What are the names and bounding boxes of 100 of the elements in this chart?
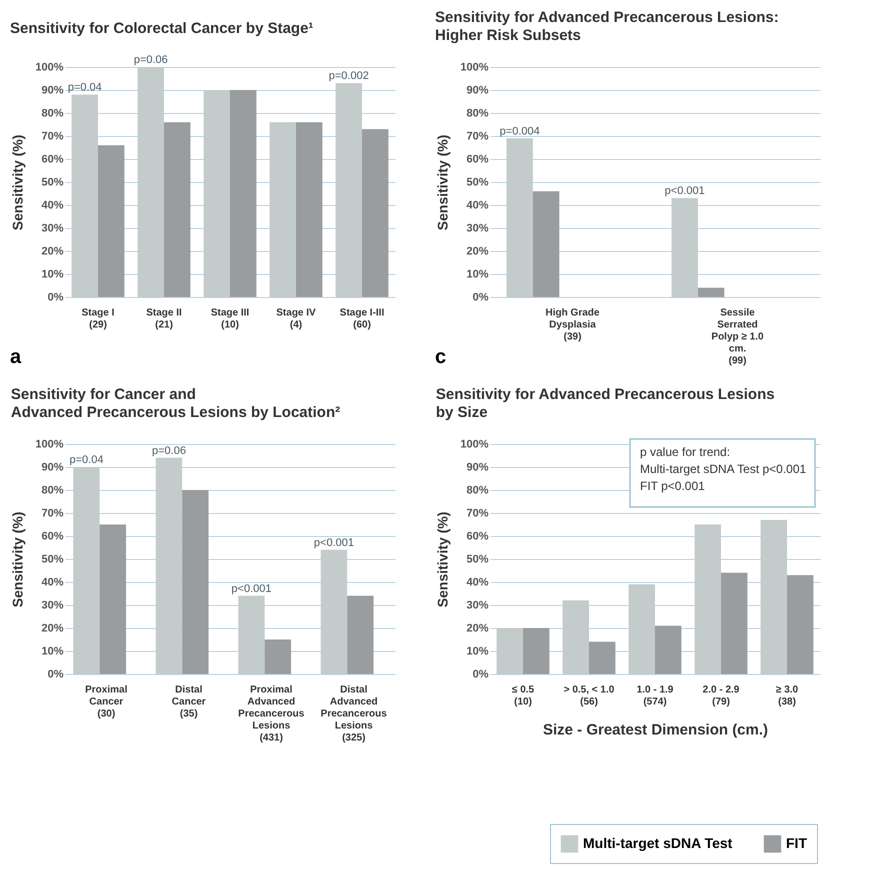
y-tick-label: 10% (41, 268, 64, 280)
annotation: Multi-target sDNA Test p<0.001 (640, 462, 807, 476)
y-tick-label: 70% (41, 508, 64, 520)
annotation: p=0.004 (500, 125, 540, 138)
bar (523, 628, 550, 674)
chart-title: Sensitivity for Advanced Precancerous Lesions: Higher Risk Subsets (435, 9, 779, 44)
bar (694, 524, 721, 674)
bar (204, 90, 230, 297)
bar (98, 145, 124, 297)
bar (156, 458, 182, 674)
bar (320, 550, 348, 674)
y-tick-label: 10% (466, 268, 489, 280)
y-tick-label: 100% (460, 438, 489, 450)
y-tick-label: 60% (41, 530, 64, 542)
y-tick-label: 50% (466, 176, 489, 188)
x-tick-label: Distal Cancer (35) (172, 684, 206, 720)
y-tick-label: 40% (466, 200, 489, 212)
bar (296, 122, 322, 297)
x-tick-label: 1.0 - 1.9 (574) (636, 684, 674, 708)
y-tick-label: 90% (41, 84, 64, 96)
y-tick-label: 80% (466, 108, 489, 120)
text: a (10, 346, 22, 368)
x-tick-label: ≤ 0.5 (10) (512, 684, 535, 708)
y-tick-label: 50% (41, 176, 64, 188)
x-tick-label: Distal Advanced Precancerous Lesions (325) (320, 684, 388, 744)
y-tick-label: 20% (466, 246, 489, 258)
bar (164, 122, 190, 297)
legend-label: Multi-target sDNA Test (583, 834, 733, 851)
bar (672, 198, 698, 297)
y-tick-label: 40% (466, 576, 489, 588)
bar (264, 640, 292, 674)
x-tick-label: Sessile Serrated Polyp ≥ 1.0 cm. (99) (711, 308, 764, 366)
y-tick-label: 60% (41, 154, 64, 166)
y-tick-label: 50% (41, 554, 64, 566)
bar (72, 94, 98, 297)
bar (787, 575, 814, 674)
y-tick-label: 20% (41, 246, 64, 258)
y-tick-label: 70% (41, 130, 64, 142)
chart-title: Sensitivity for Colorectal Cancer by Stage¹ (10, 20, 314, 37)
bar (347, 596, 374, 674)
bar (760, 520, 787, 674)
y-tick-label: 0% (472, 668, 489, 680)
x-tick-label: Stage III (10) (210, 308, 250, 330)
y-tick-label: 0% (472, 292, 489, 304)
x-tick-label: 2.0 - 2.9 (79) (702, 684, 740, 708)
y-tick-label: 70% (466, 130, 489, 142)
y-tick-label: 80% (41, 108, 64, 120)
bar (496, 628, 523, 674)
y-tick-label: 90% (466, 462, 489, 474)
y-axis-title: Sensitivity (%) (9, 134, 26, 230)
y-tick-label: 30% (41, 222, 64, 234)
y-axis-title: Sensitivity (%) (434, 134, 450, 230)
chart-title: Sensitivity for Cancer and Advanced Precancerous Lesions by Location² (10, 386, 340, 421)
bar (336, 83, 362, 297)
y-tick-label: 80% (466, 484, 489, 496)
y-tick-label: 60% (466, 530, 489, 542)
annotation: p=0.06 (134, 54, 168, 66)
bar (562, 600, 589, 674)
x-tick-label: ≥ 3.0 (38) (776, 684, 799, 708)
x-tick-label: Proximal Advanced Precancerous Lesions (431) (238, 684, 305, 744)
chart-title: Sensitivity for Advanced Precancerous Lesions by Size (436, 386, 775, 421)
y-tick-label: 80% (41, 484, 64, 496)
y-tick-label: 30% (41, 600, 64, 612)
annotation: FIT p<0.001 (640, 479, 706, 493)
x-tick-label: High Grade Dysplasia (39) (546, 308, 600, 342)
x-tick-label: Stage II (21) (146, 308, 182, 330)
legend-label: FIT (786, 834, 808, 851)
y-tick-label: 50% (466, 554, 489, 566)
text: c (435, 346, 446, 368)
annotation: p=0.04 (69, 454, 104, 466)
y-tick-label: 60% (466, 154, 489, 166)
y-tick-label: 90% (41, 462, 64, 474)
x-tick-label: Stage I (29) (82, 308, 115, 330)
bar (73, 467, 100, 674)
bar (238, 596, 265, 674)
annotation: p<0.001 (664, 185, 705, 198)
bar (628, 584, 655, 674)
x-tick-label: Stage IV (4) (276, 308, 316, 330)
annotation: p=0.04 (68, 82, 102, 94)
bar (655, 626, 682, 674)
x-tick-label: Proximal Cancer (30) (85, 684, 128, 720)
y-tick-label: 20% (466, 622, 489, 634)
y-tick-label: 10% (466, 646, 489, 658)
annotation: p=0.002 (328, 70, 369, 82)
x-tick-label: > 0.5, < 1.0 (56) (564, 684, 615, 708)
bar (182, 490, 209, 674)
y-tick-label: 90% (466, 84, 489, 96)
bar (532, 191, 560, 297)
y-tick-label: 30% (466, 222, 489, 234)
y-tick-label: 40% (41, 576, 64, 588)
y-tick-label: 30% (466, 600, 489, 612)
y-tick-label: 100% (35, 62, 64, 74)
y-tick-label: 40% (41, 200, 64, 212)
y-axis-title: Sensitivity (%) (9, 512, 26, 608)
y-axis-title: Sensitivity (%) (434, 512, 450, 608)
bar (270, 122, 296, 297)
x-axis-title: Size - Greatest Dimension (cm.) (542, 722, 768, 738)
annotation: p<0.001 (314, 536, 354, 549)
bar (698, 288, 724, 297)
y-tick-label: 100% (460, 62, 489, 74)
